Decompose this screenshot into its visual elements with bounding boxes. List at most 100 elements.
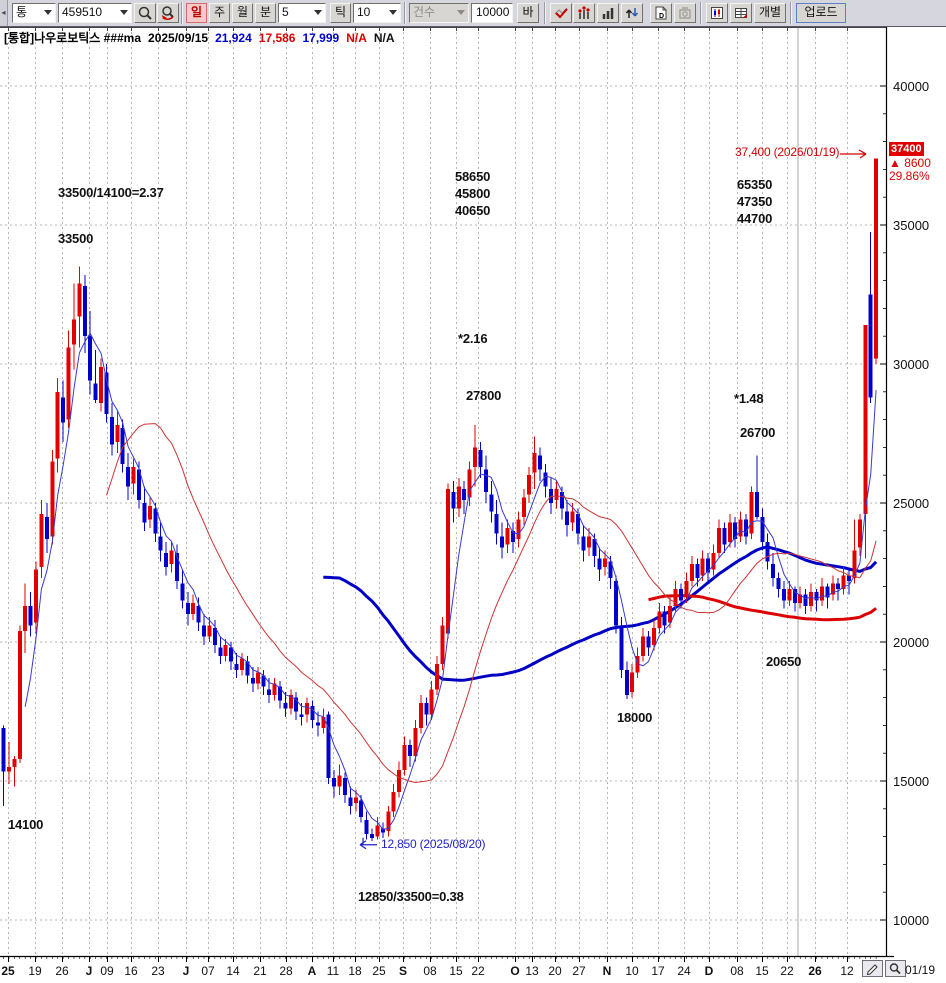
chart-annotation: 14100 — [8, 817, 44, 832]
toolbar-separator — [790, 2, 792, 24]
svg-text:35000: 35000 — [893, 218, 929, 233]
x-axis-end-label: 01/19 — [905, 963, 936, 977]
svg-text:D: D — [659, 13, 664, 20]
chart-annotation: 45800 — [455, 186, 491, 201]
ma-value: 21,924 — [215, 31, 252, 45]
pencil-icon — [863, 962, 882, 975]
chevron-down-icon — [44, 10, 52, 15]
svg-text:30000: 30000 — [893, 357, 929, 372]
chart-annotation: 20650 — [766, 654, 802, 669]
chart-annotation: 44700 — [737, 211, 773, 226]
minute-select[interactable]: 5 — [278, 3, 326, 23]
draw-tool-button[interactable] — [862, 960, 883, 977]
chart-date: 2025/09/15 — [148, 31, 209, 45]
individual-button[interactable]: 개별 — [754, 3, 786, 23]
svg-text:14: 14 — [226, 964, 240, 978]
svg-text:40000: 40000 — [893, 79, 929, 94]
svg-text:15: 15 — [755, 964, 769, 978]
dot-chart-button[interactable] — [573, 3, 595, 23]
chart-title: [통합]나우로보틱스 ###ma — [4, 31, 142, 45]
period-daily-button[interactable]: 일 — [186, 3, 207, 23]
candle-page-button[interactable] — [706, 3, 728, 23]
chart-header: [통합]나우로보틱스 ###ma 2025/09/15 21,924 17,586 17… — [4, 29, 409, 46]
period-weekly-button[interactable]: 주 — [209, 3, 230, 23]
chart-annotation: 12850/33500=0.38 — [358, 889, 464, 904]
new-page-button[interactable]: D — [650, 3, 672, 23]
svg-text:11: 11 — [327, 964, 340, 978]
tick-value: 10 — [357, 5, 371, 19]
svg-text:10000: 10000 — [893, 913, 929, 928]
toolbar-separator — [404, 2, 406, 24]
check-line-icon — [551, 5, 571, 21]
svg-text:21: 21 — [253, 964, 267, 978]
symbol-code-select[interactable]: 459510 — [58, 3, 132, 23]
svg-text:16: 16 — [124, 964, 138, 978]
page-icon: D — [651, 5, 671, 21]
svg-text:J: J — [86, 964, 93, 978]
count-input[interactable]: 10000 — [471, 3, 513, 23]
toolbar-separator — [700, 2, 702, 24]
count-label: 건수 — [413, 5, 436, 19]
zoom-tool-button[interactable] — [885, 960, 906, 977]
toolbar-separator — [544, 2, 546, 24]
symbol-code-value: 459510 — [62, 5, 103, 19]
svg-text:25: 25 — [1, 964, 15, 978]
svg-text:J: J — [183, 964, 190, 978]
grid-sheet-button[interactable] — [730, 3, 752, 23]
current-price-marker: 37400 ▲ 8600 29.86% — [889, 139, 937, 183]
svg-text:25000: 25000 — [893, 496, 929, 511]
dot-chart-icon — [574, 5, 594, 21]
collapse-handle-icon[interactable]: ◂ — [0, 0, 8, 26]
sort-updown-button[interactable] — [621, 3, 643, 23]
search-button[interactable] — [134, 3, 156, 23]
svg-text:23: 23 — [151, 964, 165, 978]
svg-text:15: 15 — [449, 964, 463, 978]
chart-annotation: *2.16 — [458, 331, 488, 346]
svg-text:15000: 15000 — [893, 774, 929, 789]
chart-annotation: 12,850 (2025/08/20) — [381, 837, 486, 851]
ma-value: N/A — [346, 31, 367, 45]
svg-text:24: 24 — [677, 964, 691, 978]
svg-text:17: 17 — [651, 964, 665, 978]
bar-count-button[interactable]: 바 — [517, 3, 539, 23]
svg-text:25: 25 — [372, 964, 386, 978]
svg-text:08: 08 — [730, 964, 744, 978]
search-icon — [135, 5, 155, 21]
chart-annotation: 40650 — [455, 203, 491, 218]
search-recent-button[interactable] — [157, 3, 179, 23]
minute-value: 5 — [282, 5, 289, 19]
trendline-check-button[interactable] — [550, 3, 572, 23]
svg-text:A: A — [308, 964, 317, 978]
period-monthly-button[interactable]: 월 — [232, 3, 253, 23]
svg-text:22: 22 — [780, 964, 794, 978]
svg-text:26: 26 — [808, 964, 822, 978]
chart-annotation: 58650 — [455, 169, 491, 184]
symbol-type-select[interactable]: 통 — [12, 3, 56, 23]
ma-value: 17,586 — [258, 31, 296, 45]
chart-area[interactable]: 40000 35000 30000 25000 20000 15000 10000 25 19 2… — [0, 27, 946, 983]
svg-text:20000: 20000 — [893, 635, 929, 650]
search-recent-icon — [158, 5, 178, 21]
chart-annotation: 37,400 (2026/01/19) — [735, 145, 840, 159]
chart-annotation: 18000 — [617, 710, 653, 725]
toolbar-separator — [181, 2, 183, 24]
chart-annotation: 27800 — [466, 388, 502, 403]
chevron-down-icon — [457, 10, 465, 15]
count-select: 건수 — [409, 3, 469, 23]
chevron-down-icon — [120, 10, 128, 15]
chart-annotation: 33500/14100=2.37 — [58, 185, 164, 200]
period-tick-button[interactable]: 틱 — [330, 3, 351, 23]
upload-button[interactable]: 업로드 — [796, 3, 846, 23]
svg-text:28: 28 — [279, 964, 293, 978]
bar-chart-button[interactable] — [597, 3, 619, 23]
period-minute-button[interactable]: 분 — [255, 3, 276, 23]
svg-text:07: 07 — [201, 964, 215, 978]
tick-select[interactable]: 10 — [353, 3, 401, 23]
chevron-down-icon — [389, 10, 397, 15]
ma-value: N/A — [373, 31, 395, 45]
price-chart-canvas[interactable]: 40000 35000 30000 25000 20000 15000 10000 25 19 2… — [0, 27, 946, 983]
chart-annotation: 47350 — [737, 194, 773, 209]
bar-chart-icon — [598, 5, 618, 21]
chart-annotation: 26700 — [740, 425, 776, 440]
